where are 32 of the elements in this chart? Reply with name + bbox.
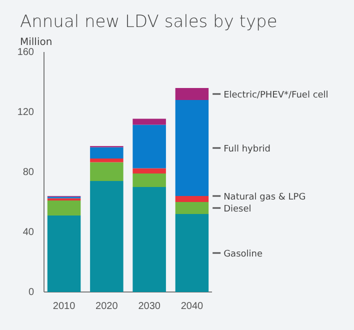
y-tick-label: 0 bbox=[28, 287, 34, 298]
bar bbox=[132, 124, 166, 168]
x-tick-label: 2020 bbox=[96, 301, 118, 312]
series-label: Full hybrid bbox=[224, 144, 271, 154]
bar bbox=[175, 100, 209, 196]
series-label: Electric/PHEV*/Fuel cell bbox=[224, 90, 328, 100]
chart-title: Annual new LDV sales by type bbox=[20, 12, 278, 32]
bar bbox=[132, 168, 166, 174]
y-tick-label: 160 bbox=[17, 47, 34, 58]
series-label: Gasoline bbox=[224, 250, 263, 260]
bar bbox=[90, 147, 124, 158]
bar bbox=[90, 181, 124, 292]
series-label: Diesel bbox=[224, 204, 252, 214]
x-tick-label: 2010 bbox=[52, 301, 76, 312]
y-tick-label: 40 bbox=[22, 227, 34, 238]
series-label: Natural gas & LPG bbox=[224, 192, 306, 202]
y-tick-label: 80 bbox=[22, 167, 34, 178]
x-tick-label: 2030 bbox=[138, 301, 161, 312]
bar bbox=[175, 196, 209, 202]
bar bbox=[175, 214, 209, 292]
x-tick-label: 2040 bbox=[180, 301, 204, 312]
bar bbox=[132, 118, 166, 125]
bar bbox=[175, 88, 209, 100]
bar bbox=[175, 202, 209, 214]
y-tick-label: 120 bbox=[17, 107, 34, 118]
bar bbox=[132, 174, 166, 187]
bar bbox=[47, 200, 81, 216]
bar bbox=[47, 216, 81, 292]
y-axis-title: Million bbox=[20, 37, 52, 48]
bar bbox=[90, 158, 124, 162]
bar bbox=[132, 187, 166, 292]
bar bbox=[90, 162, 124, 181]
